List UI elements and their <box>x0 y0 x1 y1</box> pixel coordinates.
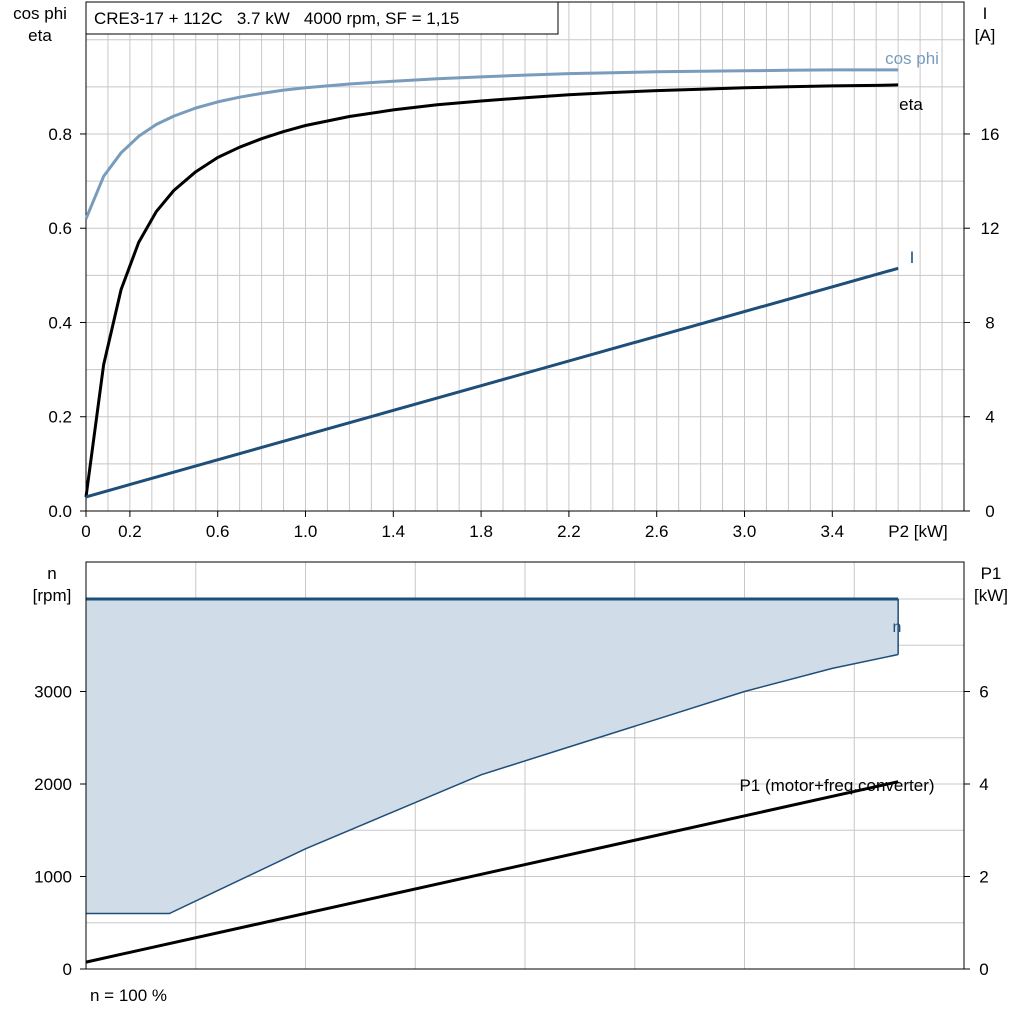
top-x-tick-label: 1.8 <box>469 522 493 541</box>
top-y-right-tick-label: 0 <box>985 502 994 521</box>
top-y-left-tick-label: 0.2 <box>48 408 72 427</box>
top-x-tick-label: 1.0 <box>294 522 318 541</box>
bottom-y-right-tick-label: 6 <box>979 683 988 702</box>
bottom-y-right-tick-label: 0 <box>979 960 988 979</box>
bottom-y-right-tick-label: 2 <box>979 868 988 887</box>
top-y-right-tick-label: 4 <box>985 408 994 427</box>
bottom-y-left-tick-label: 1000 <box>34 868 72 887</box>
top-x-tick-label: 2.2 <box>557 522 581 541</box>
bottom-y-left-tick-label: 2000 <box>34 775 72 794</box>
top-chart-series <box>84 68 899 499</box>
bottom-y-right-tick-label: 4 <box>979 775 988 794</box>
bottom-chart: 0 1000 2000 3000 0 2 4 6 n [rpm] P1 [kW] n P1 (… <box>33 561 1008 1005</box>
bottom-y-right-label-line1: P1 <box>981 564 1002 583</box>
top-y-left-label-line1: cos phi <box>13 4 67 23</box>
chart-title-box <box>85 1 559 35</box>
speed-range-area <box>86 599 899 914</box>
series-label-cos-phi: cos phi <box>885 49 939 68</box>
series-label-n: n <box>893 619 902 636</box>
top-y-left-tick-label: 0.0 <box>48 502 72 521</box>
bottom-chart-ticks: 0 1000 2000 3000 0 2 4 6 <box>34 683 989 980</box>
top-x-tick-label: 0.6 <box>206 522 230 541</box>
top-y-right-label-line1: I <box>983 4 988 23</box>
series-label-p1: P1 (motor+freq.converter) <box>739 776 934 795</box>
series-label-eta: eta <box>899 95 923 114</box>
top-x-axis-label: P2 [kW] <box>888 522 948 541</box>
top-y-left-tick-label: 0.4 <box>48 313 72 332</box>
top-x-tick-label: 0.2 <box>118 522 142 541</box>
top-y-left-tick-label: 0.8 <box>48 125 72 144</box>
footnote-speed: n = 100 % <box>90 986 167 1005</box>
bottom-y-left-tick-label: 3000 <box>34 683 72 702</box>
series-label-i: I <box>910 248 915 267</box>
bottom-chart-series <box>85 597 899 964</box>
top-y-right-tick-label: 12 <box>981 219 1000 238</box>
bottom-y-left-label-line1: n <box>47 564 56 583</box>
top-x-tick-label: 1.4 <box>381 522 405 541</box>
chart-title: CRE3-17 + 112C 3.7 kW 4000 rpm, SF = 1,1… <box>94 9 459 28</box>
bottom-y-right-label-line2: [kW] <box>974 586 1008 605</box>
bottom-y-left-label-line2: [rpm] <box>33 586 72 605</box>
top-y-right-tick-label: 16 <box>981 125 1000 144</box>
top-y-left-tick-label: 0.6 <box>48 219 72 238</box>
top-y-right-tick-label: 8 <box>985 313 994 332</box>
top-x-tick-label: 3.0 <box>733 522 757 541</box>
top-chart-grid <box>86 2 964 511</box>
speed-min-curve <box>86 653 899 915</box>
top-chart: 0 0.2 0.6 1.0 1.4 1.8 2.2 2.6 3.0 3.4 0.0 0.2 0.4 0.6… <box>13 1 999 541</box>
top-x-tick-label: 2.6 <box>645 522 669 541</box>
bottom-y-left-tick-label: 0 <box>63 960 72 979</box>
eta-curve <box>84 83 899 498</box>
cos-phi-curve <box>84 68 899 220</box>
top-y-left-label-line2: eta <box>28 26 52 45</box>
top-x-tick-label: 0 <box>81 522 90 541</box>
p1-power-line <box>85 780 899 964</box>
current-line <box>85 266 899 499</box>
bottom-chart-plot-frame <box>85 561 965 970</box>
top-chart-ticks: 0 0.2 0.6 1.0 1.4 1.8 2.2 2.6 3.0 3.4 0.0 0.2 0.4 0.6… <box>48 125 999 541</box>
top-y-right-label-line2: [A] <box>975 26 996 45</box>
top-x-tick-label: 3.4 <box>820 522 844 541</box>
